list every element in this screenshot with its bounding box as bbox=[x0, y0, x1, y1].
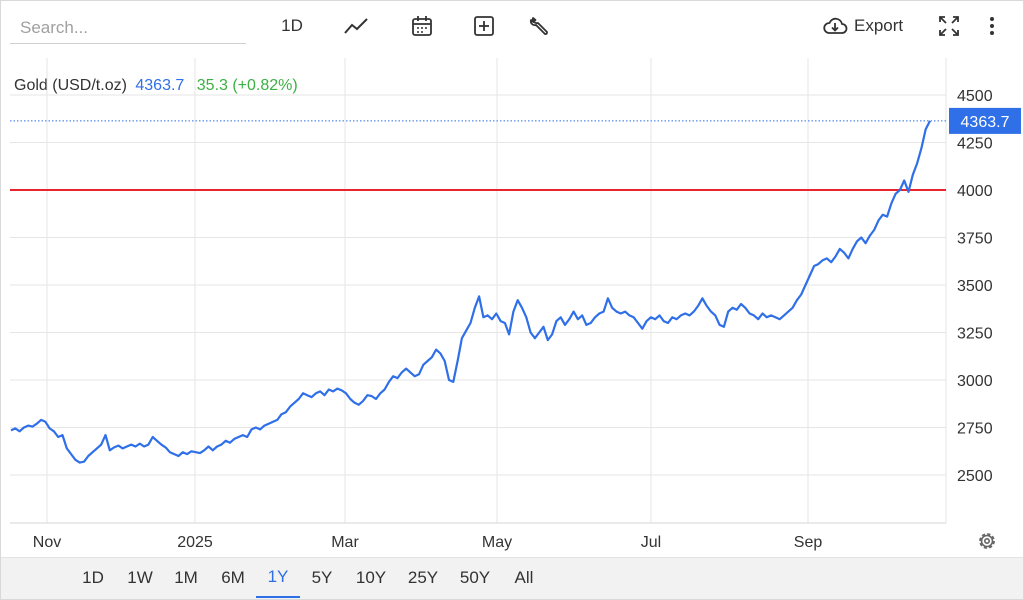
line-chart-icon bbox=[344, 18, 368, 34]
add-indicator-button[interactable] bbox=[468, 10, 500, 42]
range-button-1m[interactable]: 1M bbox=[174, 568, 198, 587]
x-tick-label: Jul bbox=[641, 534, 661, 551]
x-tick-label: Sep bbox=[794, 534, 823, 551]
more-vertical-icon bbox=[990, 17, 994, 35]
range-button-1w[interactable]: 1W bbox=[127, 568, 153, 587]
y-tick-label: 3000 bbox=[957, 373, 993, 390]
range-button-1d[interactable]: 1D bbox=[82, 568, 104, 587]
tools-button[interactable] bbox=[524, 10, 556, 42]
range-selector: 1D 1W 1M 6M 1Y 5Y 10Y 25Y 50Y All bbox=[1, 557, 1023, 599]
calendar-icon bbox=[412, 16, 432, 36]
y-tick-label: 3750 bbox=[957, 231, 993, 248]
price-line[interactable] bbox=[10, 120, 931, 464]
x-tick-label: Mar bbox=[331, 534, 359, 551]
cloud-download-icon bbox=[823, 17, 848, 34]
interval-button[interactable]: 1D bbox=[270, 10, 314, 42]
last-price-tag-label: 4363.7 bbox=[961, 114, 1010, 131]
settings-gear-icon[interactable] bbox=[979, 533, 995, 549]
interval-label: 1D bbox=[281, 16, 303, 35]
y-tick-label: 3500 bbox=[957, 278, 993, 295]
range-button-all[interactable]: All bbox=[514, 568, 534, 587]
y-tick-label: 2750 bbox=[957, 421, 993, 438]
range-button-10y[interactable]: 10Y bbox=[355, 568, 387, 587]
calendar-button[interactable] bbox=[406, 10, 438, 42]
y-tick-label: 4500 bbox=[957, 88, 993, 105]
x-tick-label: Nov bbox=[33, 534, 61, 551]
wrench-icon bbox=[529, 17, 548, 35]
last-price: 4363.7 bbox=[135, 77, 185, 94]
range-button-25y[interactable]: 25Y bbox=[407, 568, 439, 587]
y-tick-label: 3250 bbox=[957, 326, 993, 343]
price-chart[interactable]: 2500 2750 3000 3250 3500 3750 4000 4250 4500 Nov… bbox=[0, 0, 1024, 556]
y-tick-label: 4250 bbox=[957, 136, 993, 153]
x-tick-label: 2025 bbox=[177, 534, 213, 551]
chart-type-button[interactable] bbox=[340, 10, 372, 42]
range-button-1y[interactable]: 1Y bbox=[256, 558, 300, 598]
last-price-tag bbox=[949, 107, 1021, 134]
plus-square-icon bbox=[474, 16, 494, 36]
y-tick-label: 4000 bbox=[957, 183, 993, 200]
fullscreen-icon bbox=[939, 16, 959, 36]
range-button-50y[interactable]: 50Y bbox=[459, 568, 491, 587]
price-change: 35.3 (+0.82%) bbox=[196, 77, 298, 94]
export-button[interactable]: Export bbox=[822, 12, 903, 40]
more-menu-button[interactable] bbox=[980, 10, 1004, 42]
x-tick-label: May bbox=[482, 534, 512, 551]
fullscreen-button[interactable] bbox=[934, 10, 964, 42]
range-button-5y[interactable]: 5Y bbox=[311, 568, 333, 587]
chart-header: Gold (USD/t.oz) 4363.7 35.3 (+0.82%) bbox=[14, 77, 298, 95]
instrument-name: Gold (USD/t.oz) bbox=[14, 77, 127, 94]
y-tick-label: 2500 bbox=[957, 468, 993, 485]
search-input[interactable] bbox=[10, 12, 246, 44]
export-label: Export bbox=[854, 16, 904, 35]
range-button-6m[interactable]: 6M bbox=[221, 568, 245, 587]
